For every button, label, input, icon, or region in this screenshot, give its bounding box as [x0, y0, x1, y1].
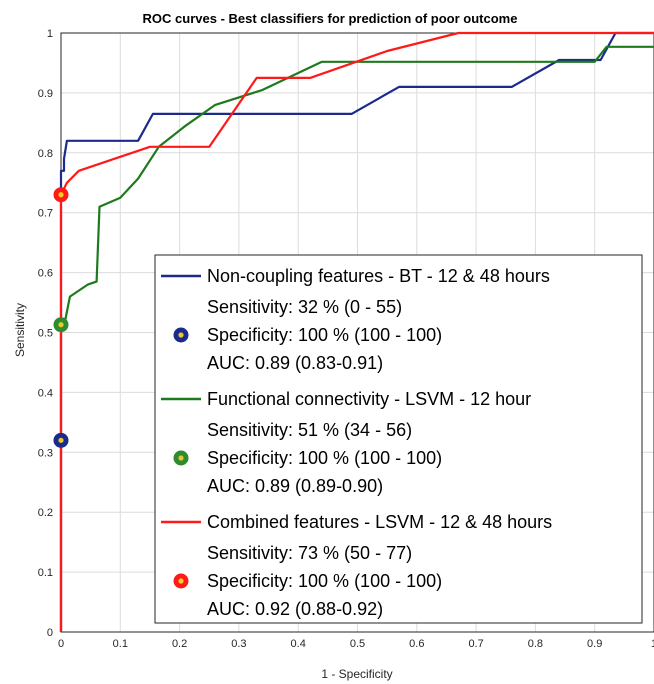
chart-title: ROC curves - Best classifiers for predic… — [143, 11, 518, 26]
legend-marker-1 — [173, 327, 189, 343]
roc-curve-3 — [59, 31, 654, 632]
legend-series-name: Functional connectivity - LSVM - 12 hour — [207, 389, 531, 409]
x-tick-label: 0.6 — [409, 638, 424, 650]
legend-stat-line: Sensitivity: 73 % (50 - 77) — [207, 543, 412, 563]
y-tick-label: 0.4 — [38, 387, 53, 399]
legend-stat-line: AUC: 0.89 (0.83-0.91) — [207, 353, 383, 373]
x-tick-label: 0.1 — [113, 638, 128, 650]
legend-box — [154, 254, 643, 624]
x-tick-label: 0.2 — [172, 638, 187, 650]
operating-point-marker-2 — [53, 317, 69, 333]
legend-stat-line: Sensitivity: 51 % (34 - 56) — [207, 420, 412, 440]
operating-point-markers — [53, 187, 69, 448]
legend-stat-line: Sensitivity: 32 % (0 - 55) — [207, 297, 402, 317]
legend-stat-line: AUC: 0.92 (0.88-0.92) — [207, 599, 383, 619]
legend-marker-1-center — [178, 332, 184, 338]
legend-series-name: Combined features - LSVM - 12 & 48 hours — [207, 512, 552, 532]
y-tick-label: 0.1 — [38, 567, 53, 579]
x-tick-label: 0.8 — [528, 638, 543, 650]
y-tick-label: 0.9 — [38, 88, 53, 100]
operating-point-marker-1-center — [58, 437, 64, 443]
x-tick-label: 0.3 — [231, 638, 246, 650]
x-tick-label: 0.7 — [468, 638, 483, 650]
y-tick-label: 0.7 — [38, 208, 53, 220]
legend-marker-3 — [173, 573, 189, 589]
legend-marker-2 — [173, 450, 189, 466]
operating-point-marker-1 — [53, 432, 69, 448]
y-tick-label: 0.6 — [38, 268, 53, 280]
legend-stat-line: AUC: 0.89 (0.89-0.90) — [207, 476, 383, 496]
axis-ticks: 0 0.1 0.2 0.3 0.4 0.5 0.6 0.7 0.8 0.9 1 0 0.1 0.2 0.3 0… — [38, 28, 654, 650]
y-tick-label: 0 — [47, 627, 53, 639]
legend-stat-line: Specificity: 100 % (100 - 100) — [207, 571, 442, 591]
x-tick-label: 0.9 — [587, 638, 602, 650]
x-tick-label: 1 — [651, 638, 654, 650]
operating-point-marker-2-center — [58, 322, 64, 328]
roc-curve-1 — [59, 31, 654, 632]
operating-point-marker-3-center — [58, 192, 64, 198]
legend: Non-coupling features - BT - 12 & 48 hou… — [154, 254, 643, 624]
legend-series-name: Non-coupling features - BT - 12 & 48 hou… — [207, 266, 550, 286]
legend-marker-3-center — [178, 578, 184, 584]
operating-point-marker-3 — [53, 187, 69, 203]
roc-curve-2 — [59, 45, 654, 632]
series-lines — [59, 31, 654, 632]
y-axis-label: Sensitivity — [13, 303, 27, 357]
x-tick-label: 0.5 — [350, 638, 365, 650]
y-tick-label: 0.8 — [38, 148, 53, 160]
legend-stat-line: Specificity: 100 % (100 - 100) — [207, 325, 442, 345]
legend-marker-2-center — [178, 455, 184, 461]
legend-stat-line: Specificity: 100 % (100 - 100) — [207, 448, 442, 468]
x-tick-label: 0 — [58, 638, 64, 650]
y-tick-label: 1 — [47, 28, 53, 40]
y-tick-label: 0.3 — [38, 447, 53, 459]
x-axis-label: 1 - Specificity — [321, 667, 392, 681]
y-tick-label: 0.5 — [38, 328, 53, 340]
x-tick-label: 0.4 — [291, 638, 306, 650]
y-tick-label: 0.2 — [38, 507, 53, 519]
